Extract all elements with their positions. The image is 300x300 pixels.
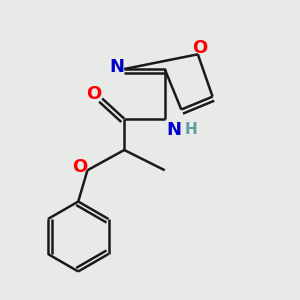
Text: N: N	[110, 58, 124, 76]
Text: O: O	[192, 39, 207, 57]
Text: O: O	[86, 85, 102, 103]
Text: N: N	[167, 121, 182, 139]
Text: O: O	[72, 158, 87, 175]
Text: H: H	[185, 122, 198, 137]
